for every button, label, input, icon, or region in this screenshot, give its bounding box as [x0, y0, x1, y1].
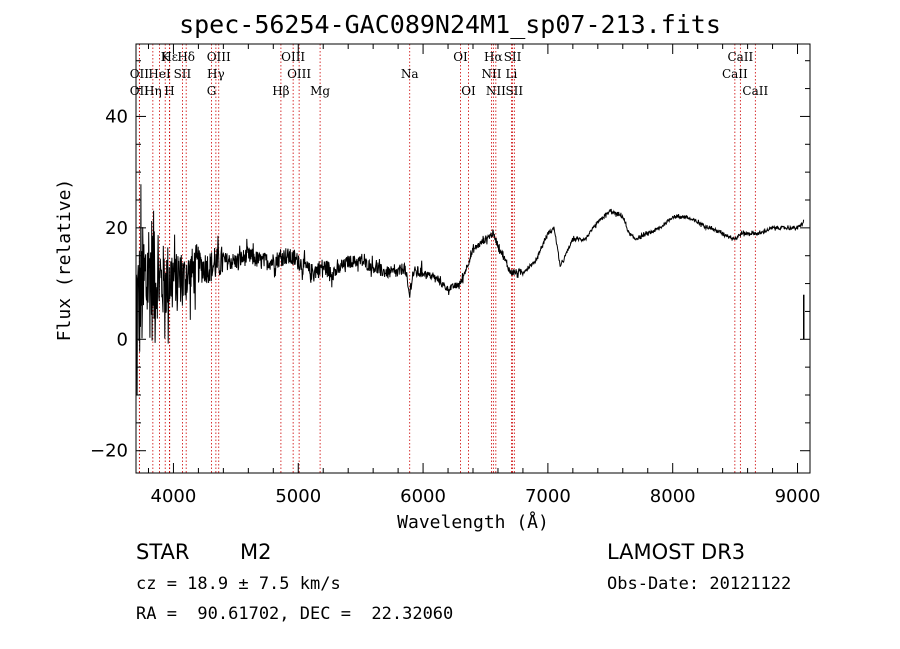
line-marker-label: OI [461, 84, 476, 98]
x-tick-label: 4000 [151, 486, 197, 507]
line-marker-label: HeI [148, 67, 171, 81]
line-marker-label: Hγ [207, 67, 225, 81]
x-axis-label: Wavelength (Å) [397, 511, 549, 533]
redshift-info: cz = 18.9 ± 7.5 km/s [136, 574, 341, 594]
object-type: STAR [136, 540, 190, 564]
line-marker-label: SII [504, 50, 522, 64]
x-tick-label: 5000 [275, 486, 321, 507]
spectral-subclass: M2 [240, 540, 272, 564]
line-marker-label: SII [505, 84, 523, 98]
line-marker-label: Na [401, 67, 419, 81]
line-marker-label: Hβ [272, 84, 289, 98]
line-marker-label: CaII [722, 67, 748, 81]
x-tick-label: 9000 [775, 486, 821, 507]
survey-name: LAMOST DR3 [607, 540, 746, 564]
line-marker-label: Hα [484, 50, 503, 64]
y-tick-label: 20 [105, 218, 128, 239]
line-marker-label: SII [174, 67, 192, 81]
x-tick-label: 6000 [400, 486, 446, 507]
line-marker-label: CaII [742, 84, 768, 98]
x-tick-label: 8000 [650, 486, 696, 507]
line-marker-label: OI [453, 50, 468, 64]
line-marker-label: Hη [144, 84, 162, 98]
line-marker-label: Hδ [177, 50, 195, 64]
x-tick-label: 7000 [525, 486, 571, 507]
line-marker-label: OII [130, 84, 150, 98]
y-axis-label: Flux (relative) [54, 179, 75, 342]
chart-title: spec-56254-GAC089N24M1_sp07-213.fits [179, 10, 721, 39]
obs-date: Obs-Date: 20121122 [607, 574, 792, 594]
line-marker-label: H [164, 84, 174, 98]
y-tick-label: −20 [90, 441, 128, 462]
line-marker-label: OIII [281, 50, 305, 64]
line-marker-label: Mg [310, 84, 330, 98]
line-marker-label: OIII [207, 50, 231, 64]
line-marker-label: NII [481, 67, 501, 81]
y-tick-label: 0 [117, 329, 128, 350]
line-marker-label: OII [130, 67, 150, 81]
coordinates: RA = 90.61702, DEC = 22.32060 [136, 604, 454, 624]
line-marker-label: OIII [287, 67, 311, 81]
line-marker-label: NII [486, 84, 506, 98]
y-tick-label: 40 [105, 106, 128, 127]
spectrum-line [136, 184, 805, 396]
line-marker-label: Li [506, 67, 518, 81]
line-marker-label: K [161, 50, 171, 64]
line-marker-label: CaII [727, 50, 753, 64]
line-marker-label: G [207, 84, 217, 98]
